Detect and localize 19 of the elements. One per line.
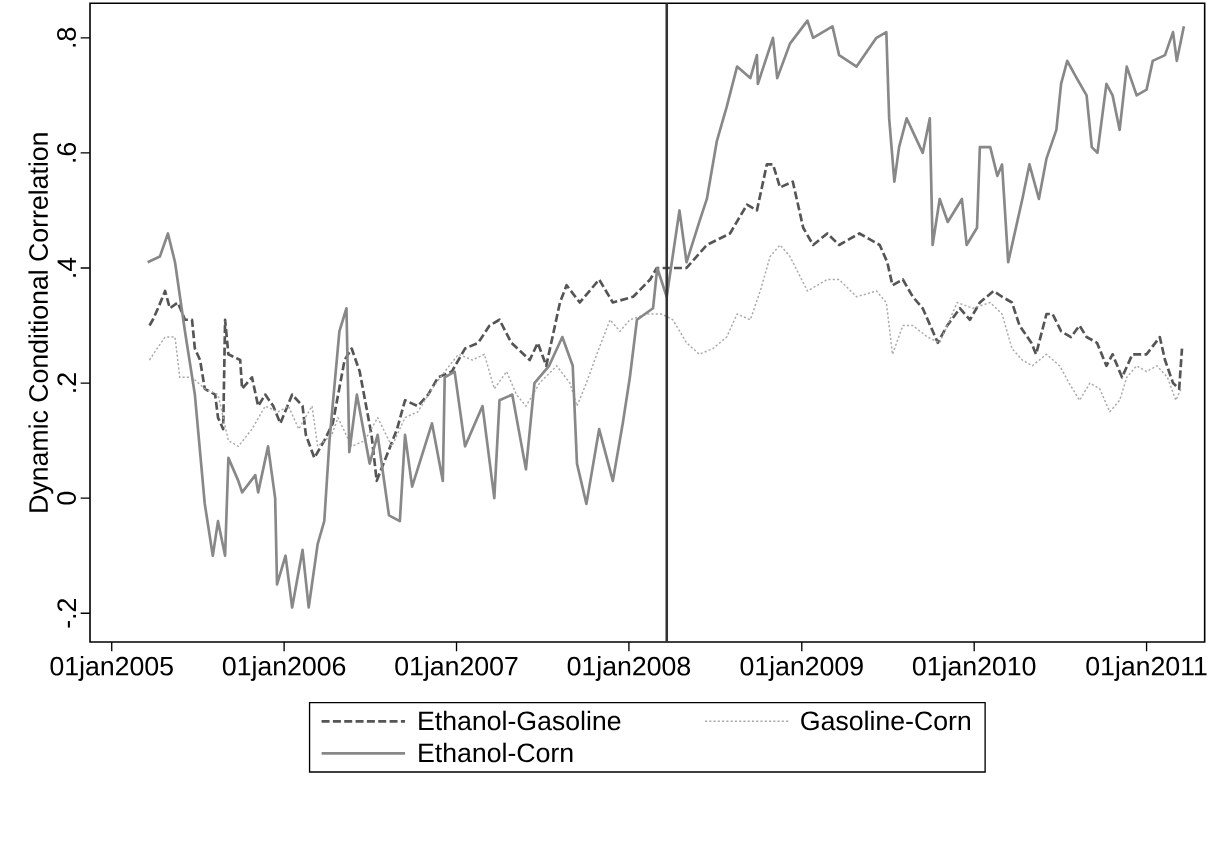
legend-label: Ethanol-Gasoline [419,710,621,731]
y-tick-label: -.2 [57,599,76,628]
x-tick-label: 01jan2011 [1086,656,1207,681]
y-tick-label: .6 [57,142,76,162]
y-tick-label: .4 [57,257,76,277]
x-tick-label: 01jan2007 [395,656,518,681]
x-tick-label: 01jan2009 [740,656,863,681]
line-series [148,244,1182,448]
y-tick-label: .2 [57,373,76,392]
legend-label: Gasoline-Corn [801,710,971,731]
legend-label: Ethanol-Corn [419,742,573,763]
y-axis-title: Dynamic Conditional Correlation [28,133,54,512]
x-tick-label: 01jan2006 [222,656,346,681]
y-tick-label: 0 [57,491,76,505]
x-tick-label: 01jan2010 [912,656,1036,681]
y-tick-label: .8 [57,27,76,47]
x-tick-label: 01jan2005 [50,656,173,681]
line-series [146,19,1186,609]
x-tick-label: 01jan2008 [567,656,691,681]
